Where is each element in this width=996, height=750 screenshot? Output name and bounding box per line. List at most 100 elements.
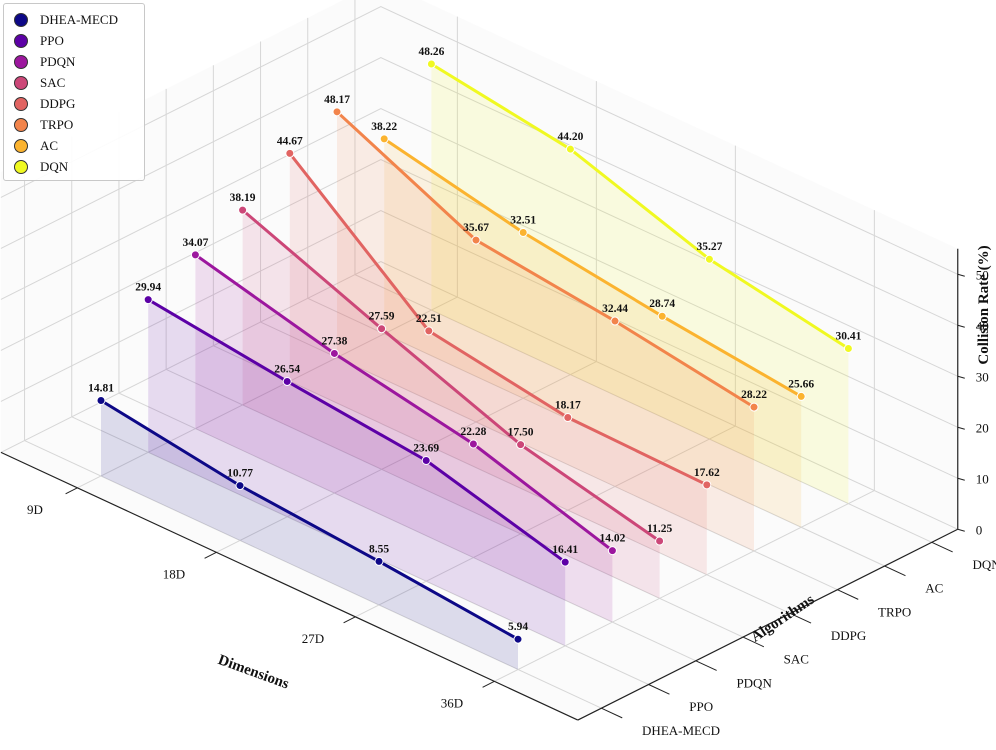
data-label: 22.51 [416, 313, 442, 325]
data-label: 32.44 [602, 303, 628, 315]
legend-item-sac: SAC [14, 73, 65, 93]
data-point [468, 439, 478, 449]
data-point [518, 227, 528, 237]
legend-marker [14, 139, 28, 153]
legend-label: DHEA-MECD [40, 12, 118, 27]
floor-grid-dim [494, 490, 875, 682]
series-line-trpo [335, 110, 755, 409]
legend: DHEA-MECD PPO PDQN SAC DDPG TRPO AC DQN [3, 3, 145, 181]
x-tick [482, 680, 495, 688]
z-tick [957, 375, 965, 379]
legend-marker [14, 76, 28, 90]
data-point [377, 324, 387, 334]
data-label: 38.22 [371, 121, 397, 133]
floor-grid-dim [77, 296, 458, 489]
legend-marker [14, 160, 28, 174]
chart-panes [0, 0, 958, 721]
legend-item-pdqn: PDQN [14, 52, 75, 72]
y-tick [931, 541, 953, 553]
series-line-pdqn [194, 253, 614, 552]
data-label: 38.19 [230, 192, 256, 204]
x-tick [204, 551, 217, 559]
series-fill-dqn [431, 64, 849, 504]
wall-grid-z [0, 57, 959, 326]
right-back-pane [380, 0, 958, 530]
wall-grid-z [0, 261, 959, 530]
z-tick-label: 40 [976, 318, 989, 333]
series-line-ddpg [288, 152, 708, 487]
series-fill-dhea-mecd [101, 400, 518, 670]
series-line-sac [241, 208, 661, 543]
data-label: 10.77 [227, 468, 253, 480]
data-point [238, 205, 248, 215]
data-point [424, 326, 434, 336]
data-point [235, 481, 245, 491]
data-point [796, 391, 806, 401]
data-label: 14.81 [88, 382, 114, 394]
data-label: 35.67 [463, 222, 489, 234]
series-fill-ppo [148, 299, 566, 646]
data-label: 29.94 [135, 282, 161, 294]
legend-label: PPO [40, 33, 64, 48]
data-label: 16.41 [552, 544, 578, 556]
y-tick [648, 684, 670, 695]
data-label: 25.66 [788, 378, 814, 390]
data-label: 17.50 [508, 427, 534, 439]
y-tick [789, 612, 812, 624]
data-point [702, 480, 712, 490]
y-tick [837, 589, 859, 600]
legend-marker [14, 34, 28, 48]
z-tick-label: 20 [976, 420, 989, 435]
legend-label: PDQN [40, 54, 76, 69]
y-tick-label: PPO [689, 699, 713, 714]
data-point [471, 235, 481, 245]
z-tick-label: 0 [976, 522, 983, 537]
data-point [655, 536, 665, 546]
y-tick [695, 660, 717, 671]
y-tick-label: TRPO [878, 604, 911, 619]
data-point [657, 311, 667, 321]
data-point [610, 316, 620, 326]
series-fill-sac [242, 210, 660, 599]
x-tick-label: 18D [163, 567, 185, 582]
floor-grid-alg [354, 274, 933, 543]
x-tick [343, 616, 356, 624]
series-fill-pdqn [195, 254, 613, 623]
data-point [285, 148, 295, 158]
data-label: 28.74 [649, 298, 675, 310]
z-tick-label: 30 [976, 369, 989, 384]
z-tick [957, 426, 965, 430]
series-fills [101, 64, 849, 670]
wall-grid-z [0, 159, 959, 428]
data-label: 28.22 [741, 389, 767, 401]
y-axis-line [577, 528, 959, 721]
y-tick-label: DHEA-MECD [642, 723, 720, 738]
y-tick [884, 565, 906, 577]
data-label: 48.17 [324, 94, 350, 106]
legend-label: DQN [40, 159, 69, 174]
data-label: 44.20 [557, 131, 583, 143]
data-point [560, 557, 570, 567]
data-point [421, 455, 431, 465]
data-label: 22.28 [460, 426, 486, 438]
legend-item-ppo: PPO [14, 31, 64, 51]
data-point [704, 254, 714, 264]
data-point [565, 144, 575, 154]
legend-label: SAC [40, 75, 66, 90]
data-point [516, 440, 526, 450]
floor-grid-alg [118, 392, 697, 662]
series-fill-trpo [337, 111, 754, 552]
data-labels: 14.81 10.77 8.55 5.94 29.94 26.54 23.69 16.41 34… [88, 46, 862, 633]
y-tick [601, 707, 623, 719]
data-label: 35.27 [696, 241, 722, 253]
y-tick [742, 636, 765, 648]
x-tick-label: 27D [302, 631, 324, 646]
data-point [190, 250, 200, 260]
y-tick-label: DQN [972, 557, 996, 572]
series-line-dqn [430, 62, 850, 350]
left-back-pane [0, 0, 381, 453]
data-label: 48.26 [418, 46, 444, 58]
legend-label: AC [40, 138, 59, 153]
data-point [332, 107, 342, 117]
